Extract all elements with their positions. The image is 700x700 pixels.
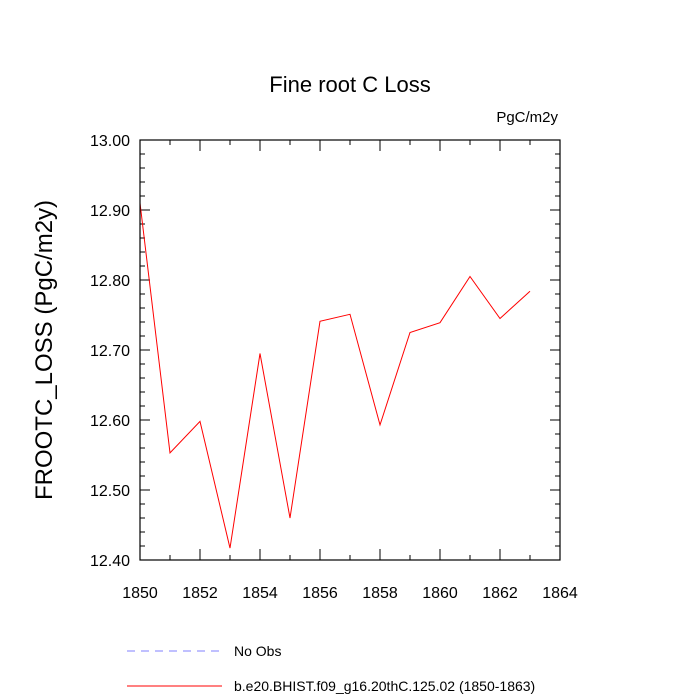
x-tick-label: 1854 xyxy=(242,585,278,602)
x-tick-label: 1864 xyxy=(542,585,578,602)
units-label: PgC/m2y xyxy=(496,109,558,126)
x-tick-label: 1850 xyxy=(122,585,158,602)
y-axis-label: FROOTC_LOSS (PgC/m2y) xyxy=(31,200,58,500)
y-tick-label: 13.00 xyxy=(90,133,130,150)
y-tick-label: 12.60 xyxy=(90,413,130,430)
y-tick-label: 12.40 xyxy=(90,553,130,570)
chart-title: Fine root C Loss xyxy=(269,72,430,97)
series-group xyxy=(139,202,531,549)
x-tick-label: 1852 xyxy=(182,585,218,602)
x-tick-label: 1858 xyxy=(362,585,398,602)
x-tick-label: 1860 xyxy=(422,585,458,602)
legend: No Obs b.e20.BHIST.f09_g16.20thC.125.02 (… xyxy=(127,643,535,694)
y-tick-label: 12.70 xyxy=(90,343,130,360)
legend-label: No Obs xyxy=(234,643,281,659)
y-tick-label: 12.80 xyxy=(90,273,130,290)
y-tick-label: 12.90 xyxy=(90,203,130,220)
ticks xyxy=(139,139,561,561)
series-line xyxy=(139,202,531,549)
legend-label: b.e20.BHIST.f09_g16.20thC.125.02 (1850-1… xyxy=(234,678,535,694)
y-tick-label: 12.50 xyxy=(90,483,130,500)
tick-labels: 1850 1852 1854 1856 1858 1860 1862 1864 12.40 12.… xyxy=(90,133,578,602)
x-tick-label: 1862 xyxy=(482,585,518,602)
x-tick-label: 1856 xyxy=(302,585,338,602)
plot-frame xyxy=(139,139,561,561)
